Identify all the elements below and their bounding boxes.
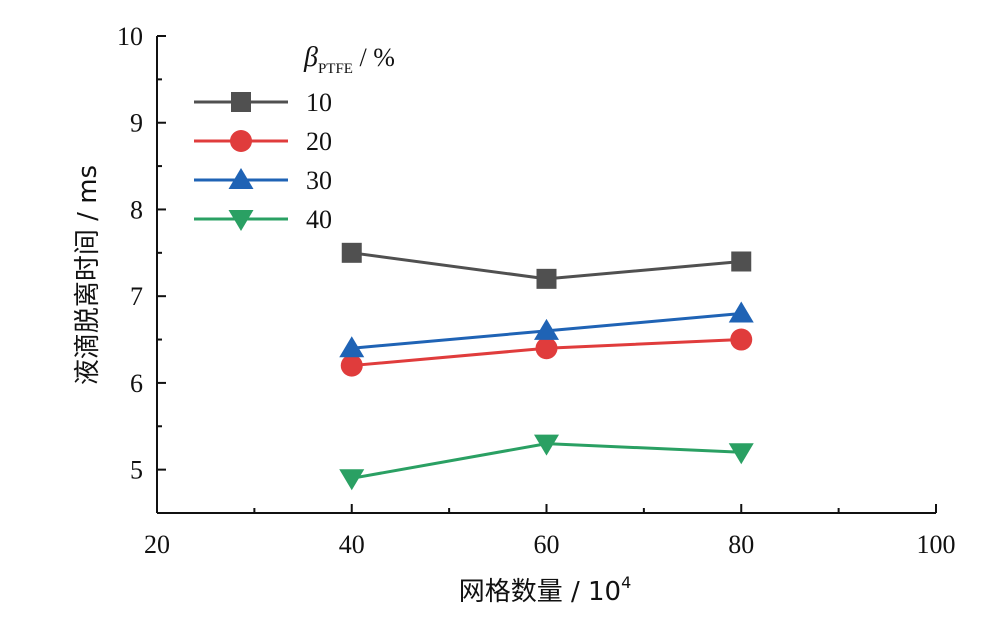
data-point xyxy=(341,242,362,263)
x-axis-title-text: 网格数量 / 10 xyxy=(459,577,621,607)
x-tick-label: 40 xyxy=(339,530,365,559)
legend-marker xyxy=(228,168,254,189)
legend: βPTFE / % 10 20 30 40 xyxy=(194,42,395,234)
legend-marker xyxy=(231,92,251,112)
y-ticks: 5 6 7 8 9 10 xyxy=(117,22,166,514)
data-point xyxy=(340,354,363,377)
y-tick-label: 9 xyxy=(130,109,143,138)
legend-title: βPTFE / % xyxy=(303,42,395,77)
data-point xyxy=(534,318,559,340)
y-tick-label: 7 xyxy=(130,282,143,311)
legend-items: 10 20 30 40 xyxy=(194,88,332,234)
data-point xyxy=(728,301,754,323)
legend-label: 30 xyxy=(306,166,332,195)
y-tick-label: 5 xyxy=(130,456,143,485)
series-30 xyxy=(339,301,754,358)
legend-label: 10 xyxy=(306,88,332,117)
y-tick-label: 10 xyxy=(117,22,143,51)
x-tick-label: 20 xyxy=(144,530,170,559)
data-point xyxy=(339,469,365,491)
y-tick-label: 8 xyxy=(130,195,143,224)
data-point xyxy=(728,443,754,465)
data-point xyxy=(339,336,365,358)
x-tick-label: 100 xyxy=(917,530,956,559)
legend-item: 30 xyxy=(194,166,332,195)
legend-marker xyxy=(230,130,252,152)
y-axis-title: 液滴脱离时间 / ms xyxy=(73,165,103,385)
data-point xyxy=(536,268,557,289)
legend-item: 20 xyxy=(194,127,332,156)
series-layer xyxy=(339,242,754,491)
legend-label: 40 xyxy=(306,205,332,234)
series-40 xyxy=(339,434,754,491)
data-point xyxy=(534,434,559,456)
legend-item: 40 xyxy=(194,205,332,234)
legend-item: 10 xyxy=(194,88,332,117)
legend-title-symbol: β xyxy=(303,42,318,73)
legend-title-unit: / % xyxy=(353,43,395,72)
legend-marker xyxy=(228,210,254,231)
x-axis-title: 网格数量 / 104 xyxy=(459,573,632,607)
legend-label: 20 xyxy=(306,127,332,156)
x-axis-title-exponent: 4 xyxy=(621,573,631,592)
axes: 20 40 60 80 100 5 6 7 8 9 10 xyxy=(117,22,956,559)
data-point xyxy=(731,251,752,272)
x-tick-label: 60 xyxy=(534,530,560,559)
legend-title-subscript: PTFE xyxy=(318,61,353,77)
data-point xyxy=(730,328,753,351)
x-tick-label: 80 xyxy=(728,530,754,559)
y-tick-label: 6 xyxy=(130,369,143,398)
x-ticks: 20 40 60 80 100 xyxy=(144,504,956,559)
series-20 xyxy=(340,328,753,377)
series-10 xyxy=(341,242,752,289)
data-point xyxy=(535,337,558,360)
